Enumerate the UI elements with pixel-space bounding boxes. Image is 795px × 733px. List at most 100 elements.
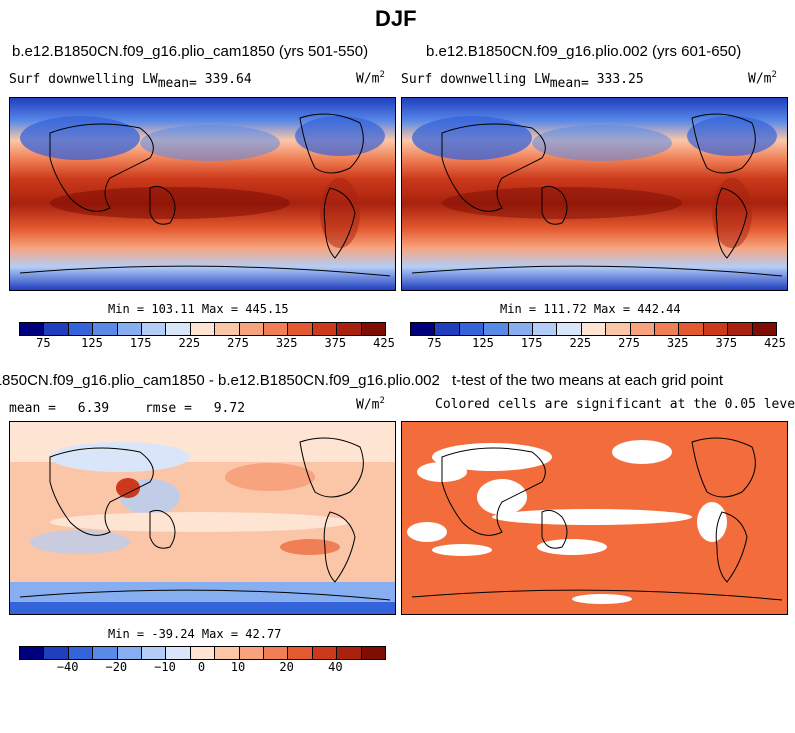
colorbar-tick-label: −20 — [105, 660, 128, 674]
colorbar-swatch — [190, 647, 216, 659]
colorbar-swatch — [288, 323, 313, 335]
panel2-mean-label: mean= — [549, 76, 589, 91]
colorbar-tick-label: 0 — [197, 660, 206, 674]
colorbar-swatch — [142, 323, 167, 335]
colorbar-swatch — [117, 323, 143, 335]
panel1-mean-value: 339.64 — [204, 72, 252, 87]
colorbar-swatch — [20, 647, 45, 659]
panel3-units: W/m2 — [356, 396, 385, 412]
colorbar-swatch — [435, 323, 460, 335]
panel3-title: b.e12.B1850CN.f09_g16.plio_cam1850 - b.e… — [0, 372, 440, 389]
colorbar-tick-label: 325 — [275, 336, 298, 350]
panel2-units: W/m2 — [748, 70, 777, 86]
colorbar-swatch — [606, 323, 631, 335]
panel4-title: t-test of the two means at each grid poi… — [452, 372, 723, 389]
colorbar-tick-label: 275 — [227, 336, 249, 350]
figure-title: DJF — [375, 6, 417, 31]
colorbar-tick-label: 20 — [279, 660, 294, 674]
colorbar-tick-label: 75 — [427, 336, 442, 350]
colorbar-swatch — [215, 323, 240, 335]
panel2-colorbar-ticks: 75 125 175 225 275 325 375 425 — [410, 336, 786, 352]
panel1-units-base: W/m — [356, 71, 380, 87]
panel4-field — [402, 422, 787, 614]
colorbar-tick-label: 375 — [715, 336, 738, 350]
colorbar-tick-label: 425 — [764, 336, 786, 350]
colorbar-swatch — [93, 647, 118, 659]
panel3-field — [10, 422, 395, 614]
panel1-variable: Surf downwelling LWmean= 339.64 — [9, 72, 252, 91]
colorbar-swatch — [166, 323, 191, 335]
colorbar-swatch — [20, 323, 45, 335]
colorbar-swatch — [337, 647, 362, 659]
colorbar-swatch — [728, 323, 753, 335]
colorbar-swatch — [411, 323, 436, 335]
colorbar-swatch — [533, 323, 558, 335]
panel1-variable-label: Surf downwelling LW — [9, 72, 158, 87]
colorbar-swatch — [239, 647, 265, 659]
colorbar-swatch — [68, 647, 94, 659]
colorbar-swatch — [68, 323, 94, 335]
colorbar-swatch — [93, 323, 118, 335]
panel1-field — [10, 98, 395, 290]
colorbar-swatch — [312, 647, 338, 659]
panel2-map — [401, 97, 788, 291]
colorbar-tick-label: 175 — [520, 336, 543, 350]
colorbar-swatch — [288, 647, 313, 659]
colorbar-swatch — [459, 323, 485, 335]
colorbar-tick-label: 175 — [129, 336, 152, 350]
colorbar-swatch — [166, 647, 191, 659]
colorbar-tick-label: −10 — [154, 660, 176, 674]
colorbar-swatch — [142, 647, 167, 659]
panel1-units-exp: 2 — [379, 70, 385, 80]
colorbar-tick-label: 375 — [324, 336, 347, 350]
colorbar-swatch — [337, 323, 362, 335]
colorbar-swatch — [190, 323, 216, 335]
colorbar-swatch — [44, 647, 69, 659]
colorbar-swatch — [264, 647, 289, 659]
colorbar-swatch — [703, 323, 729, 335]
colorbar-tick-label: 125 — [81, 336, 103, 350]
panel3-mean-value: 6.39 — [77, 401, 110, 416]
panel1-colorbar — [19, 322, 386, 336]
colorbar-tick-label: 275 — [618, 336, 640, 350]
panel3-stats: mean = 6.39 rmse = 9.72 — [9, 401, 245, 416]
panel3-rmse-value: 9.72 — [213, 401, 246, 416]
colorbar-swatch — [655, 323, 680, 335]
colorbar-tick-label: 225 — [178, 336, 201, 350]
colorbar-swatch — [239, 323, 265, 335]
colorbar-swatch — [484, 323, 509, 335]
panel4-map — [401, 421, 788, 615]
panel2-min-max: Min = 111.72 Max = 442.44 — [500, 302, 681, 316]
panel2-field — [402, 98, 787, 290]
panel1-mean-label: mean= — [157, 76, 197, 91]
panel3-min-max: Min = -39.24 Max = 42.77 — [108, 627, 282, 641]
colorbar-tick-label: 10 — [230, 660, 246, 674]
panel2-units-base: W/m — [748, 71, 772, 87]
panel1-colorbar-ticks: 75 125 175 225 275 325 375 425 — [19, 336, 395, 352]
panel3-mean-label: mean = — [9, 401, 56, 416]
panel2-colorbar — [410, 322, 777, 336]
panel3-units-exp: 2 — [379, 396, 385, 406]
colorbar-swatch — [557, 323, 582, 335]
colorbar-swatch — [215, 647, 240, 659]
colorbar-tick-label: 125 — [472, 336, 494, 350]
panel1-units: W/m2 — [356, 70, 385, 86]
colorbar-tick-label: 225 — [569, 336, 592, 350]
panel2-variable: Surf downwelling LWmean= 333.25 — [401, 72, 644, 91]
colorbar-swatch — [44, 323, 69, 335]
colorbar-swatch — [508, 323, 534, 335]
panel1-map — [9, 97, 396, 291]
colorbar-tick-label: 325 — [666, 336, 689, 350]
panel3-colorbar — [19, 646, 386, 660]
panel3-colorbar-ticks: −40 −20 −10 0 10 20 40 — [19, 660, 384, 676]
panel1-title: b.e12.B1850CN.f09_g16.plio_cam1850 (yrs … — [12, 43, 369, 60]
colorbar-swatch — [752, 323, 777, 335]
panel2-variable-label: Surf downwelling LW — [401, 72, 550, 87]
colorbar-tick-label: 75 — [36, 336, 51, 350]
colorbar-swatch — [117, 647, 143, 659]
panel2-mean-value: 333.25 — [596, 72, 644, 87]
panel4-subtitle: Colored cells are significant at the 0.0… — [435, 397, 795, 412]
colorbar-swatch — [361, 647, 386, 659]
colorbar-swatch — [361, 323, 386, 335]
panel3-title-clip: b.e12.B1850CN.f09_g16.plio_cam1850 - b.e… — [0, 372, 460, 392]
